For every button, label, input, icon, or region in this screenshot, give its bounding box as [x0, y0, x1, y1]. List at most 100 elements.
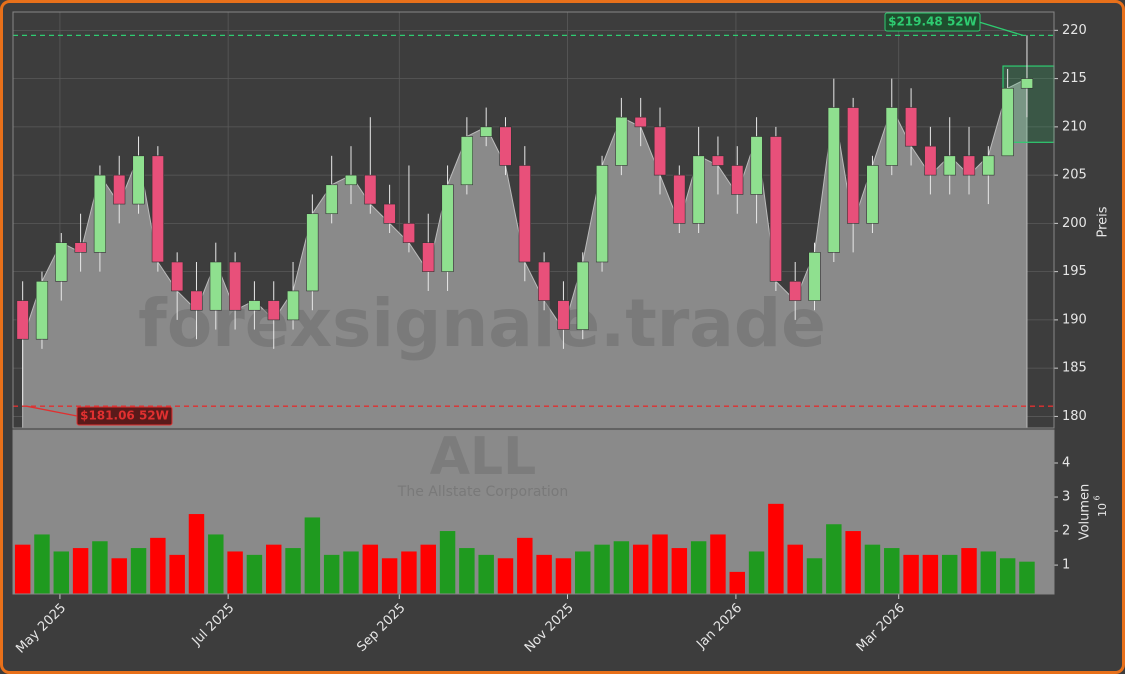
- volume-scale-base: 10: [1096, 503, 1109, 517]
- volume-bar: [53, 551, 70, 594]
- candle-body: [16, 300, 29, 340]
- candle-body: [538, 261, 551, 301]
- candle-body: [93, 174, 107, 253]
- volume-bar: [150, 537, 166, 594]
- candle-body: [325, 184, 338, 215]
- volume-bar: [671, 548, 688, 594]
- candle-body: [673, 174, 686, 224]
- volume-bar: [285, 548, 301, 594]
- volume-bar: [72, 548, 89, 594]
- volume-bar: [34, 534, 50, 594]
- candle-body: [209, 261, 222, 311]
- volume-bar: [362, 544, 379, 594]
- candle-body: [576, 261, 589, 330]
- candle-body: [402, 223, 416, 243]
- candle-body: [344, 174, 358, 186]
- volume-bar: [497, 558, 514, 594]
- y-tick-label: 1: [1062, 558, 1070, 573]
- y-tick-label: 220: [1062, 23, 1087, 38]
- volume-bar: [575, 551, 591, 594]
- candle-body: [480, 126, 493, 137]
- y-tick-label: 2: [1062, 524, 1070, 539]
- volume-bar: [710, 534, 726, 594]
- price-panel-border: [12, 11, 1055, 429]
- annotation-arrow: [978, 21, 1024, 36]
- candle-body: [653, 126, 667, 176]
- annotation-label: $181.06 52W: [80, 409, 169, 423]
- volume-bar: [208, 534, 224, 594]
- annotation-label: $219.48 52W: [888, 15, 977, 29]
- volume-bar: [246, 554, 263, 594]
- volume-bar: [826, 524, 842, 594]
- volume-scale-exponent: 6: [1093, 495, 1102, 500]
- volume-bar: [748, 551, 765, 594]
- candle-body: [35, 280, 49, 340]
- volume-bar: [517, 537, 533, 594]
- candle-body: [460, 136, 473, 186]
- y-tick-label: 200: [1062, 216, 1087, 231]
- y-tick-label: 210: [1062, 119, 1087, 134]
- candle-body: [827, 107, 840, 253]
- volume-bar: [768, 503, 784, 594]
- y-tick-label: 190: [1062, 312, 1087, 327]
- volume-bar: [14, 544, 31, 594]
- volume-bar: [961, 548, 977, 594]
- candle-body: [190, 290, 203, 311]
- y-tick-label: 180: [1062, 409, 1087, 424]
- volume-bar: [729, 571, 745, 594]
- y-tick-label: 3: [1062, 490, 1070, 505]
- volume-bar: [323, 554, 340, 594]
- volume-bar: [555, 558, 572, 594]
- volume-bar: [478, 554, 494, 594]
- y-tick-label: 185: [1062, 361, 1087, 376]
- candle-body: [904, 107, 918, 147]
- candle-body: [286, 290, 300, 321]
- candle-body: [692, 155, 705, 224]
- candle-body: [789, 280, 802, 301]
- volume-bar: [439, 531, 456, 594]
- volume-bar: [806, 558, 823, 594]
- candle-body: [866, 165, 879, 224]
- volume-bar: [941, 554, 958, 594]
- volume-bar: [864, 544, 881, 594]
- volume-bar: [536, 554, 552, 594]
- candle-body: [74, 242, 87, 253]
- volume-bar: [999, 558, 1016, 594]
- candle-body: [885, 107, 898, 166]
- candle-body: [731, 165, 744, 195]
- y-tick-label: 215: [1062, 71, 1087, 86]
- volume-bar: [266, 544, 282, 594]
- candle-body: [847, 107, 860, 224]
- candle-body: [422, 242, 435, 272]
- volume-bar: [613, 541, 630, 594]
- candle-body: [943, 155, 956, 176]
- volume-bar: [690, 541, 707, 594]
- candle-body: [750, 136, 763, 195]
- candle-body: [924, 145, 937, 176]
- volume-bar: [845, 531, 861, 594]
- volume-panel: [13, 430, 1054, 594]
- candle-body: [383, 203, 396, 224]
- volume-bar: [632, 544, 649, 594]
- volume-bar: [420, 544, 436, 594]
- candle-body: [595, 165, 609, 263]
- volume-bar: [922, 554, 939, 594]
- candle-body: [711, 155, 725, 166]
- watermark: forexsignale.trade: [138, 285, 826, 362]
- volume-bar: [130, 548, 147, 594]
- volume-bar: [594, 544, 610, 594]
- candle-body: [982, 155, 995, 176]
- volume-bar: [111, 558, 127, 594]
- volume-bar: [401, 551, 417, 594]
- watermark: The Allstate Corporation: [397, 484, 568, 500]
- candle-body: [808, 252, 821, 301]
- candle-body: [557, 300, 570, 330]
- candle-body: [113, 174, 126, 205]
- candle-body: [229, 261, 242, 311]
- annotation-box: [884, 12, 981, 32]
- candle-body: [962, 155, 976, 176]
- candle-body: [615, 116, 628, 166]
